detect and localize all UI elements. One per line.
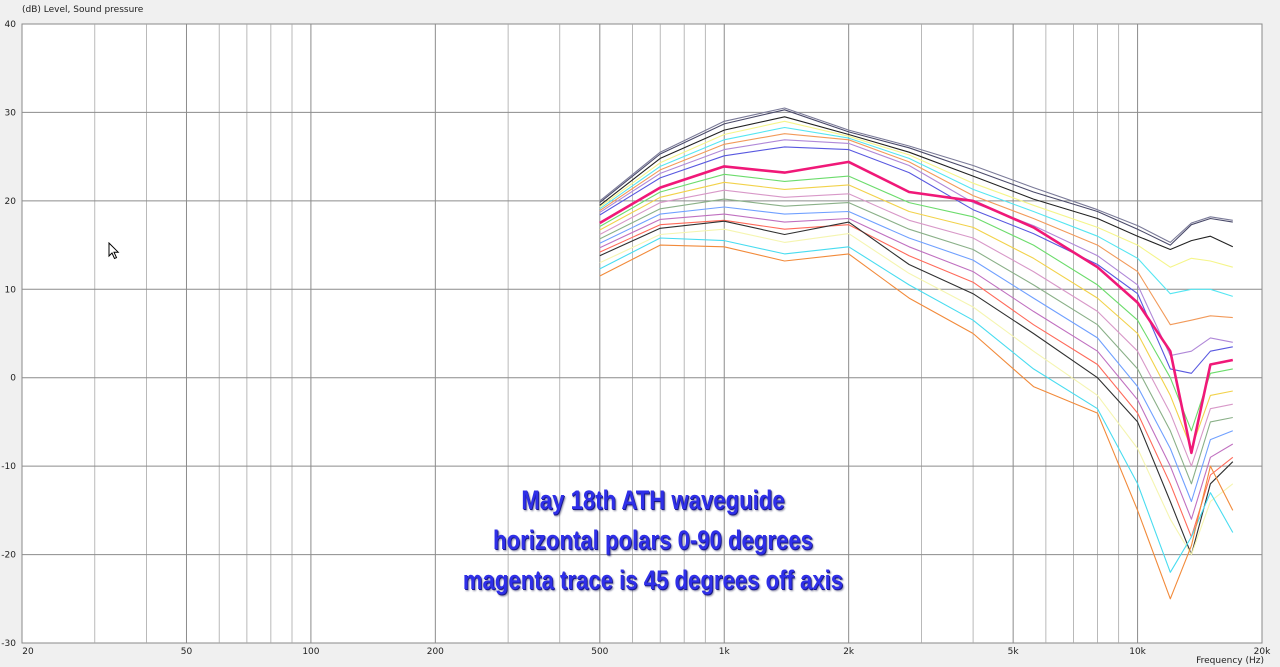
y-tick-label: 20 bbox=[5, 197, 17, 207]
series-line-15 bbox=[599, 213, 1234, 520]
series-line-9 bbox=[599, 160, 1234, 455]
series-line-18 bbox=[599, 228, 1234, 556]
y-tick-label: 0 bbox=[10, 374, 16, 384]
series-line-6 bbox=[599, 133, 1233, 326]
y-axis-title: (dB) Level, Sound pressure bbox=[22, 5, 144, 15]
series-line-14 bbox=[599, 206, 1234, 503]
x-tick-label: 20k bbox=[1254, 647, 1271, 657]
x-tick-label: 200 bbox=[427, 647, 444, 657]
annotation-line-2: horizontal polars 0-90 degrees bbox=[493, 525, 813, 555]
x-tick-label: 5k bbox=[1008, 647, 1020, 657]
series-line-17 bbox=[599, 220, 1234, 556]
y-tick-label: -30 bbox=[1, 639, 16, 649]
x-tick-label: 50 bbox=[181, 647, 193, 657]
series-line-10 bbox=[599, 173, 1233, 432]
x-tick-label: 1k bbox=[719, 647, 731, 657]
annotation-line-3: magenta trace is 45 degrees off axis bbox=[462, 565, 844, 595]
series-line-3 bbox=[599, 116, 1234, 251]
y-tick-label: 30 bbox=[5, 108, 17, 118]
x-axis-title: Frequency (Hz) bbox=[1196, 656, 1264, 666]
x-tick-label: 10k bbox=[1129, 647, 1146, 657]
mouse-pointer-icon bbox=[108, 242, 120, 260]
x-tick-label: 2k bbox=[843, 647, 855, 657]
chart-annotation: May 18th ATH waveguide horizontal polars… bbox=[429, 480, 877, 600]
x-tick-label: 100 bbox=[302, 647, 319, 657]
y-tick-label: -20 bbox=[1, 551, 16, 561]
series-line-4 bbox=[599, 120, 1233, 268]
annotation-line-1: May 18th ATH waveguide bbox=[521, 485, 785, 515]
x-tick-label: 20 bbox=[22, 647, 34, 657]
series-line-5 bbox=[599, 126, 1233, 297]
y-tick-label: 10 bbox=[5, 285, 17, 295]
x-tick-label: 500 bbox=[591, 647, 608, 657]
y-tick-label: -10 bbox=[1, 462, 16, 472]
series-line-16 bbox=[599, 219, 1234, 538]
series-line-20 bbox=[599, 244, 1234, 600]
y-tick-label: 40 bbox=[5, 20, 17, 30]
series-line-1 bbox=[599, 107, 1233, 243]
series-line-8 bbox=[599, 146, 1233, 374]
series-line-2 bbox=[599, 109, 1233, 246]
series-line-13 bbox=[599, 198, 1233, 485]
series-line-12 bbox=[599, 189, 1233, 467]
series-line-19 bbox=[599, 237, 1234, 573]
